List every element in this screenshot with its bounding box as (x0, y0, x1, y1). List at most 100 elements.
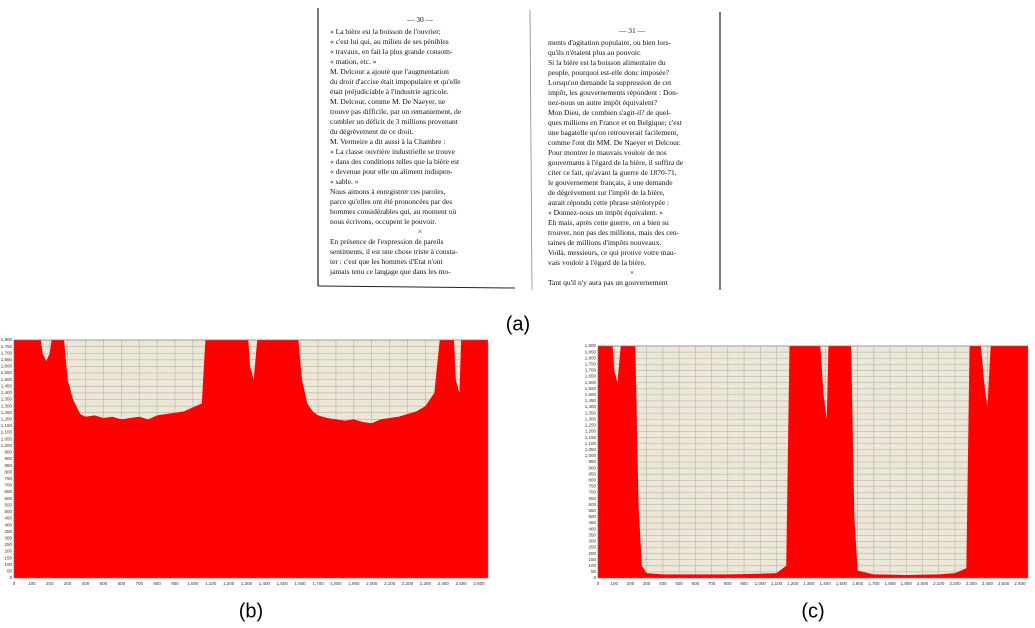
plot-frame (13, 339, 489, 579)
x-tick-label: 800 (724, 581, 732, 586)
page-number: — 30 — (406, 15, 434, 24)
y-tick-label: 1,250 (1, 410, 13, 415)
y-tick-label: 1,800 (1, 337, 13, 342)
y-tick-label: 550 (4, 502, 12, 507)
x-tick-label: 500 (675, 581, 683, 586)
x-tick-label: 100 (610, 581, 618, 586)
document: — 30 — « La bière est la boisson de l'ouv… (329, 15, 684, 287)
x-tick-label: 700 (135, 581, 143, 586)
y-tick-label: 1,550 (1, 370, 13, 375)
text-line: ques millions en France et en Belgique; … (548, 118, 683, 127)
page-gutter (529, 9, 533, 291)
y-tick-label: 0 (9, 575, 12, 580)
x-tick-label: 1,500 (277, 581, 289, 586)
x-tick-label: 1,100 (771, 581, 783, 586)
y-tick-label: 450 (588, 520, 596, 525)
y-tick-label: 350 (588, 532, 596, 537)
y-tick-label: 500 (4, 509, 12, 514)
y-tick-label: 1,300 (585, 416, 597, 421)
x-tick-label: 700 (708, 581, 716, 586)
text-line: impôt, les gouvernements répondent : Don… (548, 88, 679, 97)
y-tick-label: 50 (591, 569, 597, 574)
text-line: ments d'agitation populaire, ou bien lor… (548, 38, 671, 47)
text-line: du droit d'accise était impopulaire et q… (330, 77, 461, 86)
y-tick-label: 0 (593, 575, 596, 580)
y-tick-label: 50 (7, 569, 13, 574)
y-tick-label: 1,550 (585, 386, 597, 391)
y-tick-label: 1,300 (1, 403, 13, 408)
text-line: « travaux, en fait la plus grande consom… (330, 47, 453, 56)
x-tick-label: 1,900 (348, 581, 360, 586)
y-tick-label: 850 (588, 471, 596, 476)
text-line: Tant qu'il n'y aura pas un gouvernement (548, 278, 669, 287)
x-tick-label: 600 (118, 581, 126, 586)
page-edge (317, 285, 516, 289)
y-tick-label: 1,450 (1, 383, 13, 388)
x-tick-label: 900 (740, 581, 748, 586)
caption: (b) (239, 600, 263, 622)
y-tick-label: 200 (588, 551, 596, 556)
text-line: M. Delcour a ajouté que l'augmentation (330, 67, 449, 76)
y-tick-label: 1,600 (1, 364, 13, 369)
y-tick-label: 100 (588, 563, 596, 568)
y-tick-label: 400 (588, 526, 596, 531)
text-line: En présence de l'expression de pareils (330, 237, 444, 246)
y-tick-label: 1,100 (585, 441, 597, 446)
y-tick-label: 1,450 (585, 398, 597, 403)
x-tick-label: 400 (82, 581, 90, 586)
plot-frame (597, 345, 1029, 579)
text-line: « La bière est la boisson de l'ouvrier; (330, 27, 441, 36)
text-line: hommes considérables qui, au moment où (330, 207, 456, 216)
x-tick-label: 200 (46, 581, 54, 586)
y-tick-label: 950 (4, 450, 12, 455)
text-line: M. Vermeire a dit aussi à la Chambre : (330, 137, 445, 146)
text-line: jamais tenu ce langage que dans les mo- (329, 267, 451, 276)
y-tick-label: 1,100 (1, 430, 13, 435)
text-line: Mon Dieu, de combien s'agit-il? de quel- (548, 108, 671, 117)
text-line: M. Delcour, comme M. De Naeyer, ne (330, 97, 446, 106)
text-line: « c'est lui qui, au milieu de ses pénibl… (330, 37, 449, 46)
x-tick-label: 2,600 (1014, 581, 1026, 586)
y-tick-label: 750 (4, 476, 12, 481)
y-tick-label: 1,150 (1, 423, 13, 428)
x-tick-label: 1,700 (312, 581, 324, 586)
x-tick-label: 2,200 (402, 581, 414, 586)
profile-area (14, 340, 488, 578)
text-line: nous écrivons, occupent le pouvoir. (330, 217, 436, 226)
text-line: qu'ils n'étaient plus au pouvoir. (548, 48, 641, 57)
y-tick-label: 1,150 (585, 435, 597, 440)
y-tick-label: 850 (4, 463, 12, 468)
text-line: trouve pas difficile, par un remaniement… (330, 107, 462, 116)
text-line: ter : c'est que les hommes d'Etat n'ont (330, 257, 443, 266)
x-tick-label: 1,000 (755, 581, 767, 586)
y-tick-label: 600 (588, 502, 596, 507)
text-line: « sable. » (330, 177, 359, 186)
x-tick-label: 2,100 (933, 581, 945, 586)
y-tick-label: 1,650 (585, 374, 597, 379)
y-tick-label: 1,200 (585, 429, 597, 434)
y-tick-label: 1,400 (585, 404, 597, 409)
y-tick-label: 1,850 (585, 349, 597, 354)
x-tick-label: 2,300 (966, 581, 978, 586)
x-tick-label: 400 (659, 581, 667, 586)
text-line: comme l'ont dit MM. De Naeyer et Delcour… (548, 138, 681, 147)
y-tick-label: 1,250 (585, 423, 597, 428)
y-tick-label: 1,400 (1, 390, 13, 395)
x-tick-label: 2,000 (366, 581, 378, 586)
text-line: trouver, non pas des millions, mais des … (548, 228, 680, 237)
x-tick-label: 0 (13, 581, 16, 586)
y-tick-label: 1,050 (585, 447, 597, 452)
y-tick-label: 1,200 (1, 417, 13, 422)
x-tick-label: 2,600 (473, 581, 485, 586)
x-tick-label: 2,000 (917, 581, 929, 586)
y-tick-label: 800 (4, 469, 12, 474)
x-tick-label: 1,200 (787, 581, 799, 586)
x-tick-label: 100 (28, 581, 36, 586)
y-tick-label: 450 (4, 516, 12, 521)
page-number: — 31 — (618, 26, 646, 35)
x-tick-label: 2,200 (949, 581, 961, 586)
chart: 0501001502002503003504004505005506006507… (585, 343, 1029, 622)
x-tick-label: 500 (100, 581, 108, 586)
text-line: aurait répondu cette phrase stéréotypée … (548, 198, 669, 207)
